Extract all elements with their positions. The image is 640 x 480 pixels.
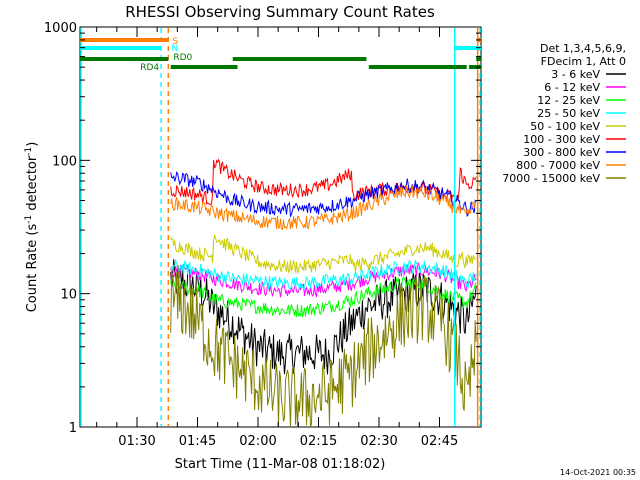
- y-axis-label-main: Count Rate (s: [25, 224, 40, 313]
- series-line: [170, 158, 477, 206]
- x-tick-label: 02:45: [421, 434, 458, 449]
- y-axis-label-sup1: -1: [24, 215, 34, 224]
- legend-label: 3 - 6 keV: [551, 68, 600, 81]
- state-bar-label: RD4: [140, 63, 159, 73]
- series-line: [170, 259, 477, 375]
- series-line: [170, 258, 477, 291]
- vertical-markers: [80, 28, 481, 426]
- legend-header: Det 1,3,4,5,6,9,: [540, 42, 626, 55]
- y-tick-label: 1000: [44, 21, 77, 36]
- legend-label: 25 - 50 keV: [537, 107, 600, 120]
- y-axis-label-mid: detector: [25, 155, 40, 215]
- series-line: [170, 170, 477, 218]
- y-axis-label-end: ): [25, 142, 40, 147]
- x-tick-label: 02:30: [360, 434, 397, 449]
- y-axis-label-sup2: -1: [24, 147, 34, 156]
- series-layer: [170, 158, 477, 428]
- x-tick-label: 02:15: [300, 434, 337, 449]
- state-bar-label: S: [172, 37, 178, 47]
- legend-label: 50 - 100 keV: [530, 120, 600, 133]
- axes: 1 10 100 1000 01:30 01:45 02:00 02:15 02:30 02:45: [44, 21, 481, 449]
- series-line: [170, 276, 477, 318]
- footer-timestamp: 14-Oct-2021 00:35: [560, 468, 636, 477]
- y-tick-label: 100: [52, 154, 77, 169]
- series-line: [170, 185, 477, 231]
- y-tick-label: 10: [60, 288, 77, 303]
- legend-label: 12 - 25 keV: [537, 94, 600, 107]
- legend-header: FDecim 1, Att 0: [541, 55, 626, 68]
- legend-label: 100 - 300 keV: [523, 133, 600, 146]
- x-axis-label: Start Time (11-Mar-08 01:18:02): [175, 457, 386, 472]
- y-axis-label: Count Rate (s-1 detector-1): [24, 142, 40, 313]
- legend: Det 1,3,4,5,6,9,FDecim 1, Att 03 - 6 keV…: [502, 42, 626, 185]
- x-tick-label: 01:30: [118, 434, 155, 449]
- legend-label: 6 - 12 keV: [544, 81, 600, 94]
- state-bar-label: N: [171, 44, 178, 54]
- x-tick-label: 01:45: [179, 434, 216, 449]
- plot-frame: [79, 26, 482, 428]
- state-bar-label: RD0: [173, 53, 192, 63]
- x-tick-label: 02:00: [239, 434, 276, 449]
- legend-label: 300 - 800 keV: [523, 146, 600, 159]
- series-line: [170, 262, 477, 299]
- y-tick-label: 1: [69, 421, 77, 436]
- series-line: [170, 270, 477, 428]
- series-line: [170, 233, 477, 274]
- legend-label: 800 - 7000 keV: [516, 159, 600, 172]
- legend-label: 7000 - 15000 keV: [502, 172, 600, 185]
- chart-title: RHESSI Observing Summary Count Rates: [125, 3, 435, 21]
